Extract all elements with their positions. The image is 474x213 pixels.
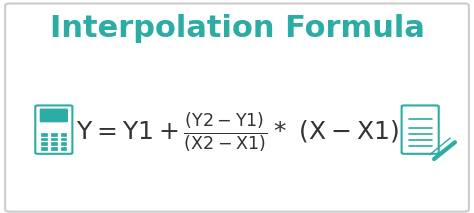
Text: $\mathregular{Y = Y1 + \frac{(Y2 - Y1)}{(X2 - X1)} * \ (X - X1)}$: $\mathregular{Y = Y1 + \frac{(Y2 - Y1)}{… (75, 110, 399, 154)
FancyBboxPatch shape (51, 138, 56, 140)
FancyBboxPatch shape (41, 133, 47, 136)
FancyBboxPatch shape (41, 147, 47, 150)
FancyBboxPatch shape (61, 138, 66, 140)
FancyBboxPatch shape (61, 142, 66, 145)
FancyBboxPatch shape (61, 147, 66, 150)
FancyBboxPatch shape (51, 147, 56, 150)
Text: Interpolation Formula: Interpolation Formula (50, 14, 424, 43)
FancyBboxPatch shape (5, 3, 469, 212)
FancyBboxPatch shape (51, 142, 56, 145)
FancyBboxPatch shape (401, 105, 439, 154)
FancyBboxPatch shape (35, 105, 73, 154)
FancyBboxPatch shape (61, 133, 66, 136)
FancyBboxPatch shape (41, 142, 47, 145)
FancyBboxPatch shape (40, 109, 67, 122)
FancyBboxPatch shape (51, 133, 56, 136)
FancyBboxPatch shape (41, 138, 47, 140)
